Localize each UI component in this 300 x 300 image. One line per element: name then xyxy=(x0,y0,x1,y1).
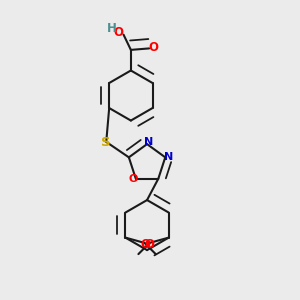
Text: O: O xyxy=(144,238,154,250)
Text: N: N xyxy=(164,152,173,162)
Text: O: O xyxy=(140,238,150,250)
Text: O: O xyxy=(113,26,123,39)
Text: N: N xyxy=(144,137,153,147)
Text: O: O xyxy=(128,174,137,184)
Text: S: S xyxy=(101,136,110,149)
Text: H: H xyxy=(107,22,117,34)
Text: O: O xyxy=(149,41,159,54)
